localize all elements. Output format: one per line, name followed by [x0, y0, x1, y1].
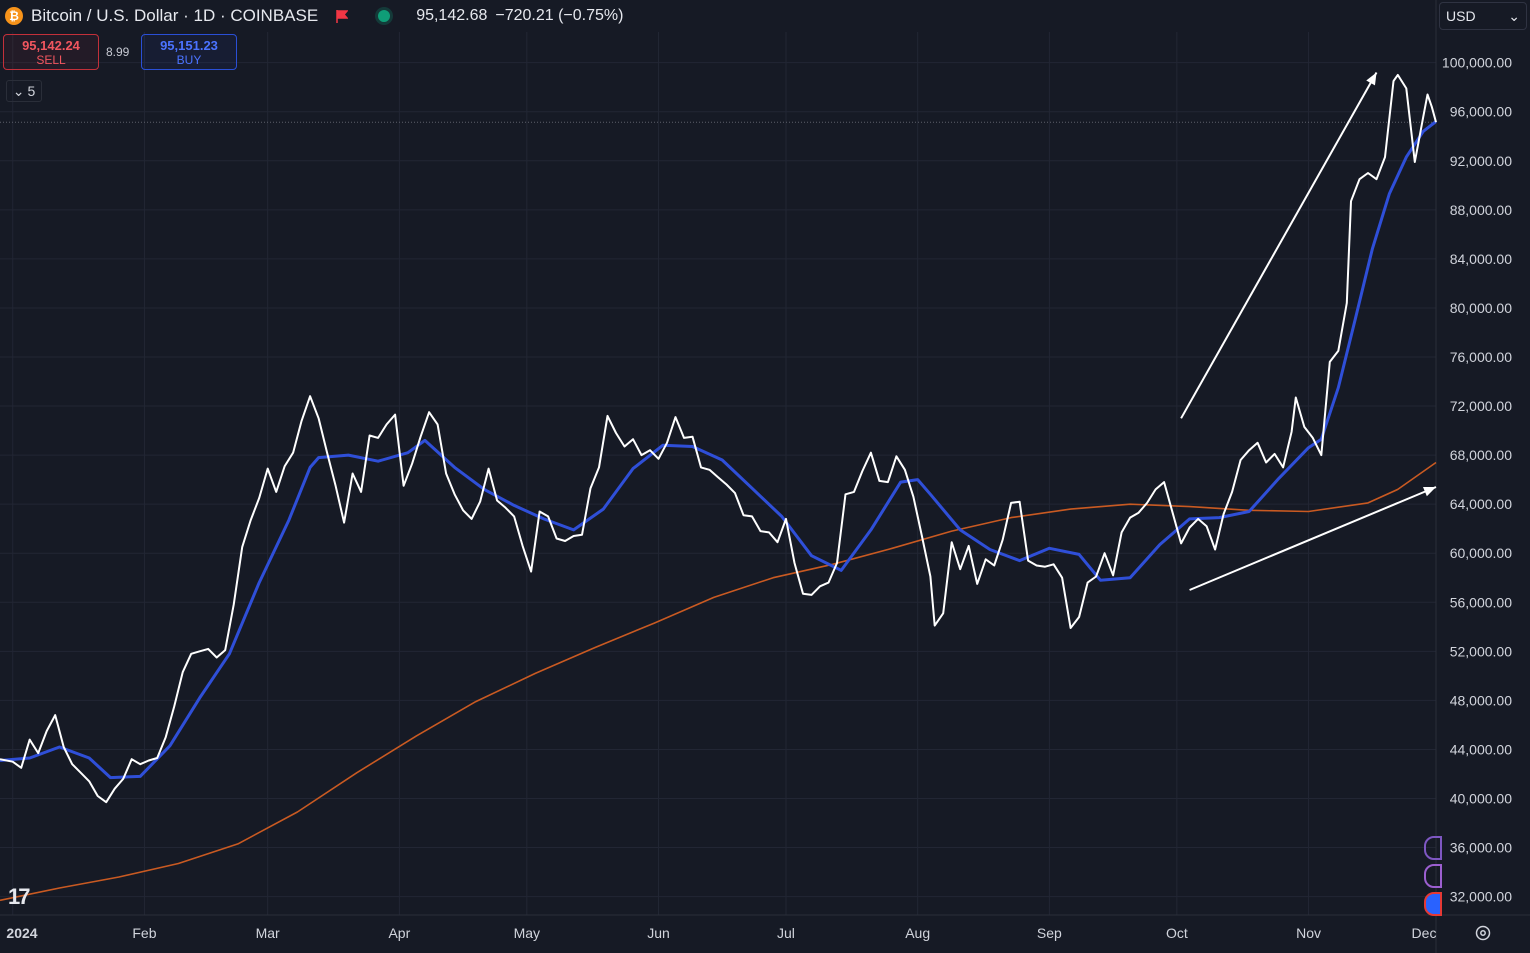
- y-tick-label: 64,000.00: [1450, 496, 1512, 512]
- trend-arrow-line: [1189, 486, 1437, 591]
- trend-arrow-head-icon: [1423, 486, 1436, 497]
- x-tick-label: Feb: [132, 925, 156, 941]
- y-tick-label: 92,000.00: [1450, 153, 1512, 169]
- y-tick-label: 32,000.00: [1450, 889, 1512, 905]
- y-tick-label: 80,000.00: [1450, 300, 1512, 316]
- currency-value: USD: [1446, 8, 1476, 24]
- currency-select[interactable]: USD ⌄: [1439, 2, 1527, 30]
- news-badge-icon[interactable]: [1424, 892, 1442, 916]
- x-tick-label: Sep: [1037, 925, 1062, 941]
- symbol-title[interactable]: Bitcoin / U.S. Dollar · 1D · COINBASE: [31, 6, 319, 25]
- trend-arrow-line: [1180, 71, 1378, 419]
- x-tick-label: Nov: [1296, 925, 1321, 941]
- chevron-down-icon: ⌄: [1508, 7, 1520, 24]
- trend-arrow-head-icon: [1366, 72, 1377, 86]
- x-tick-label: Aug: [905, 925, 930, 941]
- x-tick-label: Jun: [647, 925, 670, 941]
- y-tick-label: 100,000.00: [1442, 55, 1512, 71]
- bitcoin-icon: ₿: [5, 7, 23, 25]
- y-tick-label: 72,000.00: [1450, 398, 1512, 414]
- flag-icon[interactable]: [336, 9, 349, 23]
- x-tick-label: 2024: [6, 925, 37, 941]
- y-tick-label: 36,000.00: [1450, 840, 1512, 856]
- tradingview-logo-icon: 17: [8, 884, 31, 909]
- buy-price: 95,151.23: [160, 38, 218, 53]
- y-tick-label: 44,000.00: [1450, 741, 1512, 757]
- symbol-header: ₿ Bitcoin / U.S. Dollar · 1D · COINBASE …: [0, 0, 1430, 32]
- y-tick-label: 52,000.00: [1450, 643, 1512, 659]
- market-status-icon: [378, 10, 391, 22]
- sell-label: SELL: [36, 53, 66, 67]
- x-tick-label: Oct: [1166, 925, 1188, 941]
- y-tick-label: 40,000.00: [1450, 790, 1512, 806]
- y-tick-label: 56,000.00: [1450, 594, 1512, 610]
- buy-label: BUY: [176, 53, 202, 67]
- x-tick-label: Dec: [1412, 925, 1437, 941]
- y-tick-label: 96,000.00: [1450, 104, 1512, 120]
- sell-button[interactable]: 95,142.24 SELL: [3, 34, 99, 70]
- spread-value: 8.99: [106, 45, 130, 59]
- y-tick-label: 48,000.00: [1450, 692, 1512, 708]
- indicators-count: 5: [27, 83, 36, 99]
- gear-icon[interactable]: [1474, 924, 1492, 942]
- alert-badge-icon[interactable]: [1424, 836, 1442, 860]
- y-tick-label: 60,000.00: [1450, 545, 1512, 561]
- y-tick-label: 68,000.00: [1450, 447, 1512, 463]
- x-tick-label: Apr: [388, 925, 410, 941]
- x-tick-label: Jul: [777, 925, 795, 941]
- buy-button[interactable]: 95,151.23 BUY: [141, 34, 237, 70]
- slow-ma-series-line: [0, 461, 1437, 902]
- indicators-toggle-button[interactable]: ⌄ 5: [6, 80, 42, 102]
- y-tick-label: 76,000.00: [1450, 349, 1512, 365]
- y-tick-label: 88,000.00: [1450, 202, 1512, 218]
- x-tick-label: May: [514, 925, 540, 941]
- sell-price: 95,142.24: [22, 38, 80, 53]
- event-badge-icon[interactable]: [1424, 864, 1442, 888]
- price-series-line: [0, 73, 1437, 804]
- chevron-down-icon: ⌄: [12, 82, 25, 99]
- y-tick-label: 84,000.00: [1450, 251, 1512, 267]
- price-change: −720.21 (−0.75%): [495, 7, 624, 24]
- x-tick-label: Mar: [256, 925, 280, 941]
- last-price: 95,142.68: [416, 7, 488, 24]
- fast-ma-series-line: [0, 120, 1437, 780]
